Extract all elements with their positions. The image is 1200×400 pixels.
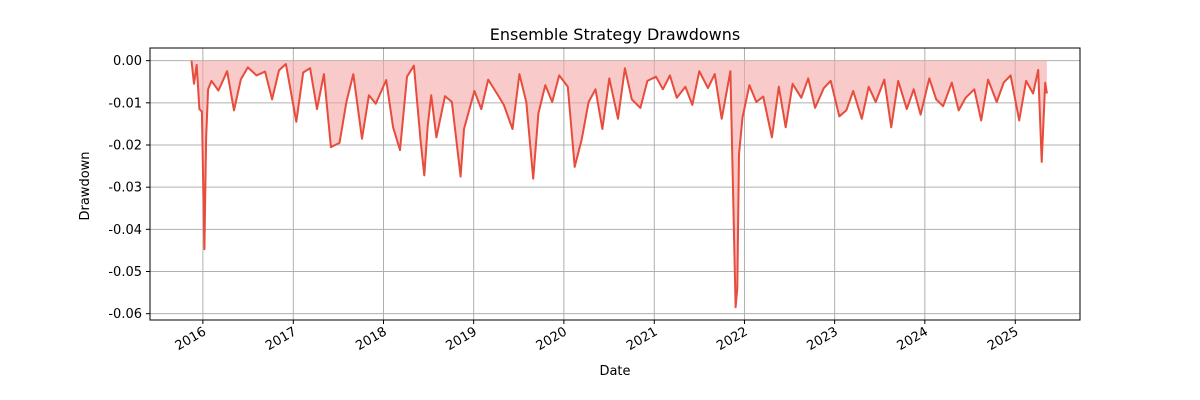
plot-frame [149,47,1081,321]
y-tick-label: 0.00 [113,54,142,69]
y-tick-label: -0.05 [108,265,142,280]
y-tick-label: -0.03 [108,181,142,196]
x-axis-label: Date [599,364,630,379]
y-tick-label: -0.01 [108,96,142,111]
y-tick-label: -0.06 [108,307,142,322]
y-axis-ticks: 0.00 -0.01 -0.02 -0.03 -0.04 -0.05 -0.06 [108,54,150,322]
y-tick-label: -0.02 [108,138,142,153]
chart-title: Ensemble Strategy Drawdowns [490,25,740,44]
y-tick-label: -0.04 [108,223,142,238]
y-axis-label: Drawdown [78,151,93,220]
drawdown-line [190,60,1048,309]
